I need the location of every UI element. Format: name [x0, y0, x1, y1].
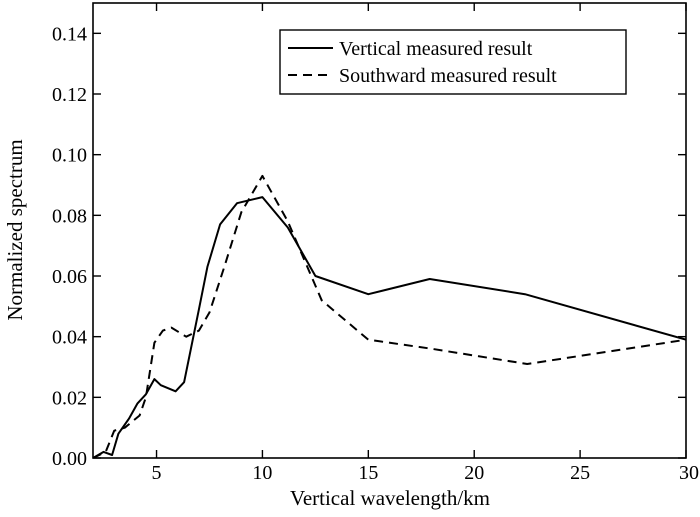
y-tick-label: 0.12 [52, 84, 87, 106]
y-tick-label: 0.02 [52, 387, 87, 409]
x-tick-label: 10 [252, 462, 272, 484]
x-axis-label: Vertical wavelength/km [290, 486, 490, 510]
x-axis: 5 10 15 20 25 30 [152, 3, 699, 484]
series-line-southward [93, 174, 686, 458]
legend-label-vertical: Vertical measured result [339, 38, 533, 60]
plot-frame [92, 2, 687, 459]
legend: Vertical measured result Southward measu… [279, 29, 627, 95]
y-tick-label: 0.00 [52, 448, 87, 470]
legend-box [279, 29, 627, 95]
x-tick-label: 30 [679, 462, 699, 484]
y-tick-label: 0.10 [52, 145, 87, 167]
y-tick-label: 0.08 [52, 205, 87, 227]
y-tick-label: 0.14 [52, 23, 87, 45]
x-tick-label: 15 [358, 462, 378, 484]
x-tick-label: 25 [570, 462, 590, 484]
y-tick-label: 0.04 [52, 327, 87, 349]
series-layer [93, 174, 686, 458]
y-tick-label: 0.06 [52, 266, 87, 288]
x-tick-label: 20 [464, 462, 484, 484]
legend-label-southward: Southward measured result [339, 65, 557, 87]
x-tick-label: 5 [152, 462, 162, 484]
y-axis-label: Normalized spectrum [3, 139, 27, 320]
series-line-vertical [93, 196, 686, 458]
y-axis: 0.00 0.02 0.04 0.06 0.08 0.10 0.12 0.14 [52, 23, 686, 470]
